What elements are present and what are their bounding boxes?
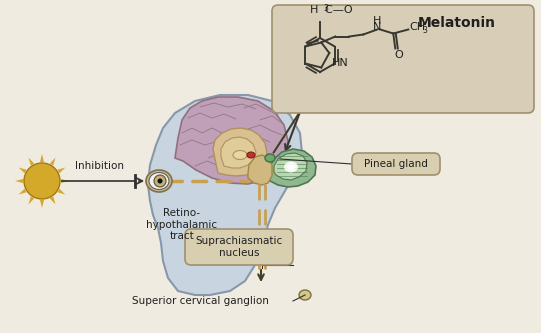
Circle shape: [24, 163, 60, 199]
Text: H: H: [373, 16, 381, 26]
Polygon shape: [40, 154, 44, 162]
Polygon shape: [50, 196, 56, 204]
Text: CH: CH: [410, 23, 425, 33]
Ellipse shape: [265, 154, 275, 162]
Circle shape: [154, 175, 166, 187]
Text: O: O: [394, 51, 403, 61]
Circle shape: [157, 178, 162, 183]
Ellipse shape: [149, 172, 169, 189]
Text: Suprachiasmatic
nucleus: Suprachiasmatic nucleus: [195, 236, 282, 258]
Text: Inhibition: Inhibition: [76, 161, 124, 171]
Polygon shape: [221, 137, 256, 168]
Polygon shape: [15, 179, 23, 183]
Text: 3: 3: [323, 4, 328, 13]
Polygon shape: [268, 149, 316, 187]
Polygon shape: [57, 167, 65, 173]
Text: H: H: [309, 5, 318, 15]
Ellipse shape: [287, 164, 295, 170]
Text: 3: 3: [423, 26, 427, 35]
FancyBboxPatch shape: [272, 5, 534, 113]
Ellipse shape: [233, 151, 247, 160]
Polygon shape: [248, 155, 272, 185]
Polygon shape: [18, 189, 27, 194]
Ellipse shape: [284, 162, 298, 172]
Ellipse shape: [299, 290, 311, 300]
Polygon shape: [57, 189, 65, 194]
Polygon shape: [29, 196, 34, 204]
Polygon shape: [50, 158, 56, 166]
Polygon shape: [18, 167, 27, 173]
FancyBboxPatch shape: [185, 229, 293, 265]
Text: Retino-
hypothalamic
tract: Retino- hypothalamic tract: [147, 208, 217, 241]
Polygon shape: [148, 95, 302, 295]
Polygon shape: [29, 158, 34, 166]
Ellipse shape: [247, 152, 255, 158]
Ellipse shape: [146, 170, 172, 192]
Text: N: N: [373, 23, 381, 33]
Text: Superior cervical ganglion: Superior cervical ganglion: [131, 296, 268, 306]
Polygon shape: [213, 128, 267, 176]
Polygon shape: [274, 153, 307, 180]
Text: HN: HN: [332, 58, 349, 68]
Polygon shape: [40, 200, 44, 208]
Text: Melatonin: Melatonin: [418, 16, 496, 30]
Polygon shape: [175, 97, 288, 184]
FancyBboxPatch shape: [352, 153, 440, 175]
Text: C—O: C—O: [318, 5, 353, 15]
Text: Pineal gland: Pineal gland: [364, 159, 428, 169]
Polygon shape: [61, 179, 69, 183]
